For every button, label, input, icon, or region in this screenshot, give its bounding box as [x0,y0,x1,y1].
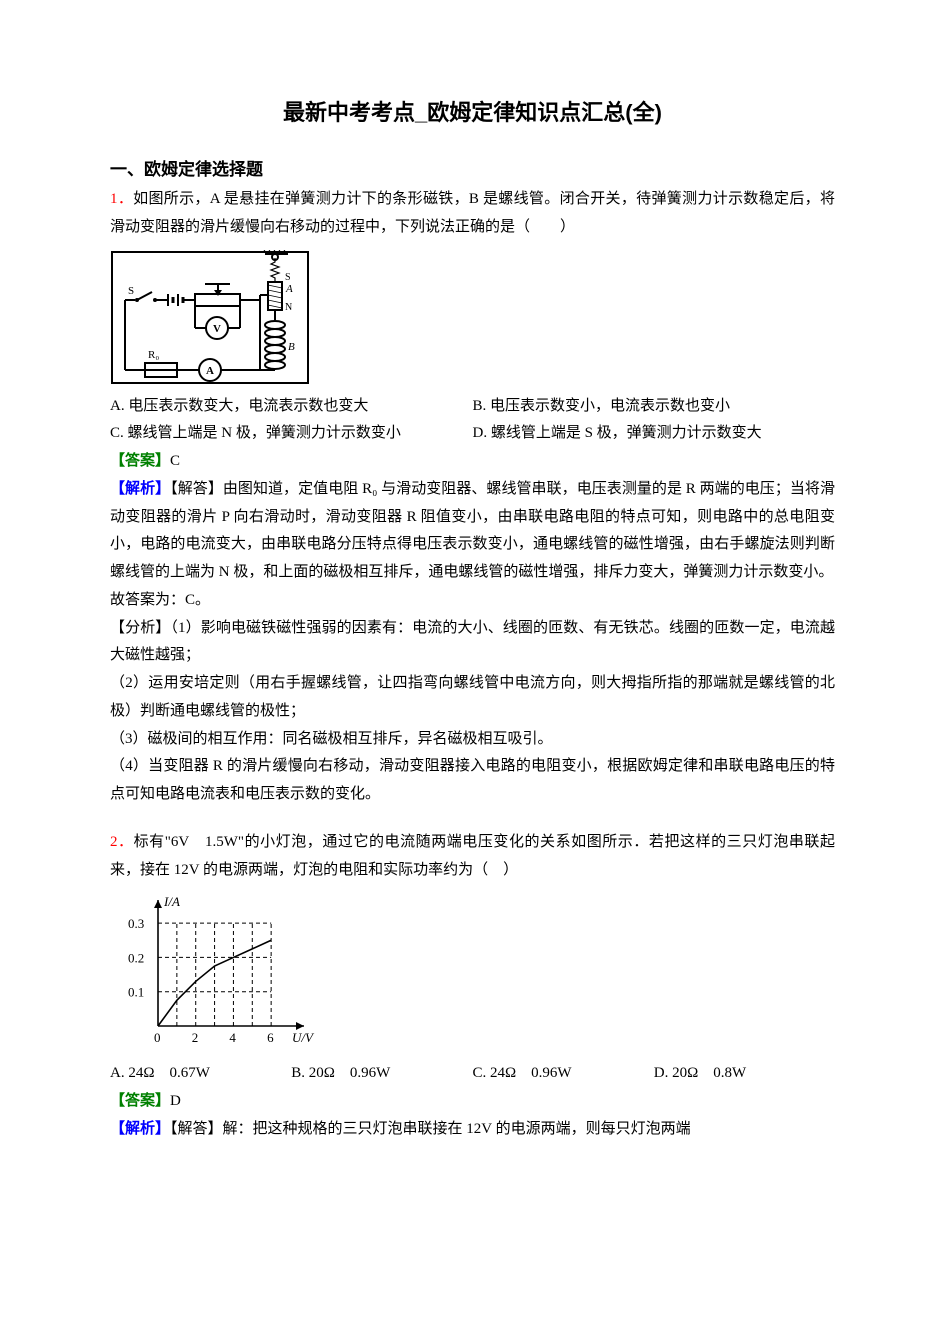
q1-stem: 1．如图所示，A 是悬挂在弹簧测力计下的条形磁铁，B 是螺线管。闭合开关，待弹簧… [110,186,835,242]
svg-text:4: 4 [229,1030,236,1045]
q1-option-d: D. 螺线管上端是 S 极，弹簧测力计示数变大 [473,420,836,448]
fenxi-label: 【分析】 [110,620,170,636]
svg-text:0.3: 0.3 [128,916,144,931]
q2-answer: 【答案】D [110,1088,835,1116]
svg-text:I/A: I/A [163,894,180,909]
svg-text:0: 0 [154,1030,161,1045]
svg-text:R₀: R₀ [148,349,159,361]
svg-text:6: 6 [267,1030,274,1045]
q1-fenxi-p3: （3）磁极间的相互作用：同名磁极相互排斥，异名磁极相互吸引。 [110,726,835,754]
circuit-diagram-icon: SVR₀ABANS [110,250,310,385]
q2-options: A. 24Ω 0.67W B. 20Ω 0.96W C. 24Ω 0.96W D… [110,1060,835,1088]
q1-stem-text: 如图所示，A 是悬挂在弹簧测力计下的条形磁铁，B 是螺线管。闭合开关，待弹簧测力… [110,191,835,235]
iv-chart-icon: 0 2 4 6 0.1 0.2 0.3 U/V I/A [110,892,320,1052]
svg-text:A: A [285,283,293,295]
svg-text:B: B [288,341,295,353]
q1-option-a: A. 电压表示数变大，电流表示数也变大 [110,393,473,421]
q1-option-c: C. 螺线管上端是 N 极，弹簧测力计示数变小 [110,420,473,448]
q2-option-d: D. 20Ω 0.8W [654,1060,835,1088]
svg-text:2: 2 [192,1030,199,1045]
q1-option-b: B. 电压表示数变小，电流表示数也变小 [473,393,836,421]
spacer [110,809,835,829]
svg-text:0.1: 0.1 [128,985,144,1000]
jieda-label: 【解答】 [170,481,223,497]
svg-text:N: N [285,302,292,313]
jieda-label-2: 【解答】 [170,1121,223,1137]
q2-chart-figure: 0 2 4 6 0.1 0.2 0.3 U/V I/A [110,892,835,1052]
q1-answer: 【答案】C [110,448,835,476]
q2-analysis-text: 解：把这种规格的三只灯泡串联接在 12V 的电源两端，则每只灯泡两端 [223,1121,691,1137]
q1-fenxi-p2: （2）运用安培定则（用右手握螺线管，让四指弯向螺线管中电流方向，则大拇指所指的那… [110,670,835,726]
q1-number: 1． [110,191,133,207]
svg-text:0.2: 0.2 [128,951,144,966]
q2-option-c: C. 24Ω 0.96W [473,1060,654,1088]
q2-stem-text: 标有"6V 1.5W"的小灯泡，通过它的电流随两端电压变化的关系如图所示．若把这… [110,834,835,878]
page: 最新中考考点_欧姆定律知识点汇总(全) 一、欧姆定律选择题 1．如图所示，A 是… [0,0,945,1194]
q2-analysis: 【解析】【解答】解：把这种规格的三只灯泡串联接在 12V 的电源两端，则每只灯泡… [110,1116,835,1144]
section-header: 一、欧姆定律选择题 [110,155,835,180]
svg-text:S: S [128,285,134,297]
q1-fenxi-p1: （1）影响电磁铁磁性强弱的因素有：电流的大小、线圈的匝数、有无铁芯。线圈的匝数一… [110,620,835,664]
q2-answer-value: D [170,1093,181,1109]
svg-text:S: S [285,272,291,283]
svg-text:U/V: U/V [292,1030,315,1045]
q1-conclusion: 故答案为：C。 [110,587,835,615]
answer-label-2: 【答案】 [110,1093,170,1109]
q1-fenxi-p4: （4）当变阻器 R 的滑片缓慢向右移动，滑动变阻器接入电路的电阻变小，根据欧姆定… [110,753,835,809]
q1-analysis: 【解析】【解答】由图知道，定值电阻 R₀ 与滑动变阻器、螺线管串联，电压表测量的… [110,476,835,587]
analysis-label: 【解析】 [110,481,170,497]
svg-text:A: A [206,365,214,377]
q2-stem: 2．标有"6V 1.5W"的小灯泡，通过它的电流随两端电压变化的关系如图所示．若… [110,829,835,885]
q1-options: A. 电压表示数变大，电流表示数也变大 B. 电压表示数变小，电流表示数也变小 … [110,393,835,449]
q1-answer-value: C [170,453,180,469]
q2-option-a: A. 24Ω 0.67W [110,1060,291,1088]
q2-number: 2． [110,834,134,850]
q2-option-b: B. 20Ω 0.96W [291,1060,472,1088]
analysis-label-2: 【解析】 [110,1121,170,1137]
q1-circuit-figure: SVR₀ABANS [110,250,835,385]
q1-fenxi: 【分析】（1）影响电磁铁磁性强弱的因素有：电流的大小、线圈的匝数、有无铁芯。线圈… [110,615,835,671]
answer-label: 【答案】 [110,453,170,469]
svg-text:V: V [213,323,221,335]
page-title: 最新中考考点_欧姆定律知识点汇总(全) [110,95,835,127]
